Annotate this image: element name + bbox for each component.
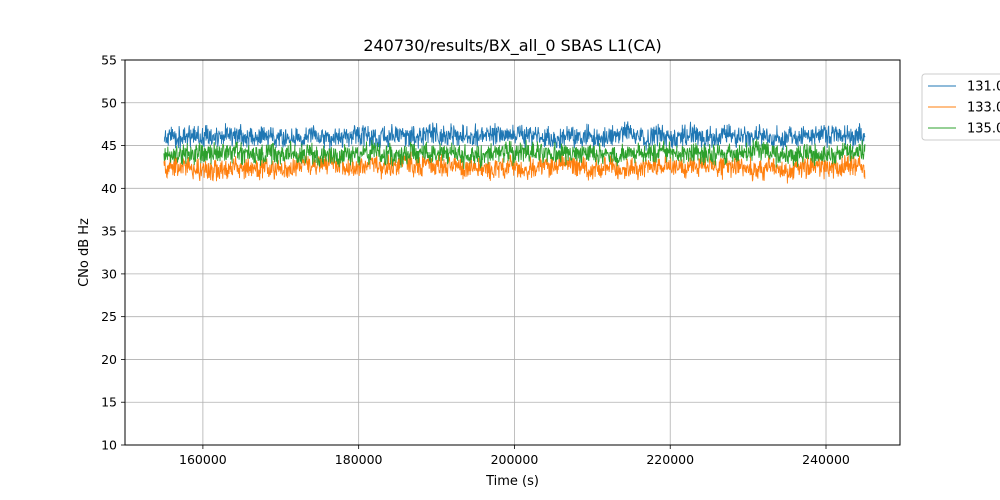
legend: 131.0 133.0 135.0 — [921, 73, 1000, 141]
y-tick-label: 55 — [101, 53, 117, 68]
y-tick-label: 15 — [101, 395, 117, 410]
legend-box — [921, 73, 1000, 141]
series-layer — [163, 121, 866, 184]
y-tick-label: 25 — [101, 309, 117, 324]
y-axis-label: CNo dB Hz — [77, 218, 92, 287]
series-line-135-0 — [163, 138, 866, 169]
legend-entry: 133.0 — [967, 101, 1000, 116]
legend-entry: 135.0 — [967, 122, 1000, 137]
x-axis-label: Time (s) — [485, 474, 539, 489]
y-tick-label: 45 — [101, 138, 117, 153]
x-tick-label: 160000 — [179, 452, 227, 467]
y-tick-label: 50 — [101, 95, 117, 110]
y-tick-label: 20 — [101, 352, 117, 367]
legend-entry: 131.0 — [967, 80, 1000, 95]
y-tick-label: 35 — [101, 224, 117, 239]
x-tick-label: 220000 — [646, 452, 694, 467]
y-axis-ticks: 10 15 20 25 30 35 40 45 50 55 — [101, 53, 125, 453]
x-tick-label: 180000 — [335, 452, 383, 467]
x-axis-ticks: 160000 180000 200000 220000 240000 — [179, 445, 850, 467]
series-line-133-0 — [163, 151, 866, 184]
series-line-131-0 — [163, 121, 866, 151]
y-tick-label: 40 — [101, 181, 117, 196]
x-tick-label: 240000 — [802, 452, 850, 467]
x-tick-label: 200000 — [491, 452, 539, 467]
y-tick-label: 30 — [101, 266, 117, 281]
plot-frame — [124, 59, 901, 446]
chart-title: 240730/results/BX_all_0 SBAS L1(CA) — [363, 36, 661, 56]
y-tick-label: 10 — [101, 438, 117, 453]
